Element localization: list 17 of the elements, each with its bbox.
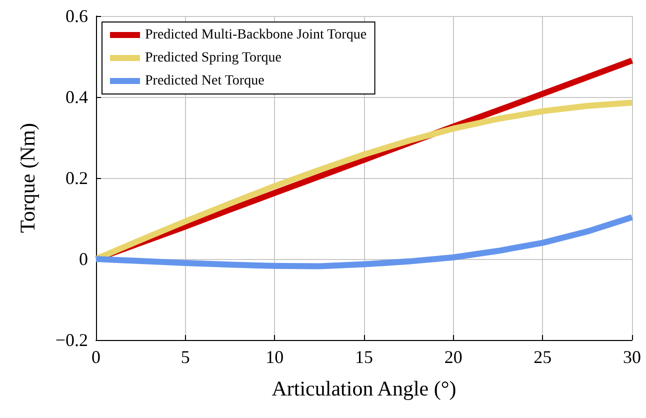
y-tick-label: 0.4: [66, 87, 88, 107]
legend-label: Predicted Multi-Backbone Joint Torque: [145, 28, 367, 42]
legend-label: Predicted Spring Torque: [145, 50, 282, 66]
y-tick-label: −0.2: [55, 330, 88, 350]
x-tick-label: 25: [534, 347, 552, 367]
x-tick-label: 10: [266, 347, 284, 367]
x-tick-label: 30: [623, 347, 641, 367]
y-tick-label: 0.2: [66, 168, 88, 188]
x-tick-label: 5: [180, 347, 190, 367]
y-tick-label: 0: [79, 249, 88, 269]
x-axis-title: Articulation Angle (°): [272, 376, 456, 400]
x-tick-label: 15: [355, 347, 373, 367]
y-axis-title: Torque (Nm): [16, 123, 40, 233]
x-tick-label: 20: [444, 347, 462, 367]
x-tick-label: 0: [92, 347, 100, 367]
legend-label: Predicted Net Torque: [145, 74, 264, 88]
y-tick-label: 0.6: [66, 6, 88, 26]
